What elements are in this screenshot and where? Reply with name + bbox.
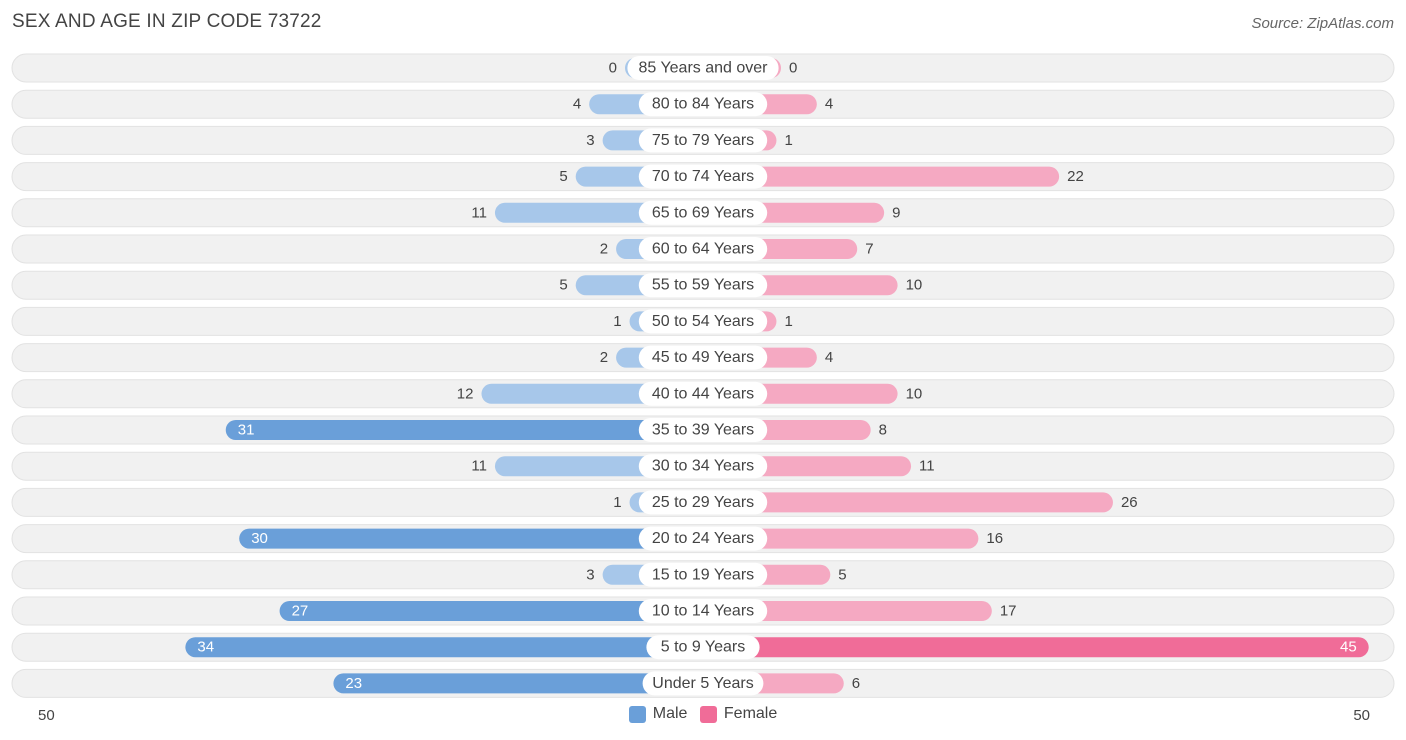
female-bar xyxy=(703,492,1113,513)
male-value-label: 3 xyxy=(586,566,594,583)
category-pill xyxy=(638,454,768,479)
category-pill xyxy=(638,273,768,298)
category-label: 50 to 54 Years xyxy=(652,313,754,330)
female-swatch xyxy=(699,705,717,723)
category-pill xyxy=(638,200,768,225)
legend-male-label: Male xyxy=(652,705,688,722)
male-value-label: 11 xyxy=(471,458,487,475)
female-value-label: 10 xyxy=(906,277,923,294)
category-pill xyxy=(638,599,768,623)
male-value-label: 11 xyxy=(471,204,487,221)
female-bar xyxy=(703,166,1060,187)
female-value-label: 11 xyxy=(919,458,935,475)
category-pill xyxy=(638,562,768,587)
male-bar xyxy=(239,528,703,549)
male-value-label: 30 xyxy=(251,530,268,547)
chart-title: SEX AND AGE IN ZIP CODE 73722 xyxy=(12,11,322,32)
male-value-label: 23 xyxy=(345,675,362,692)
female-bar xyxy=(703,637,1369,658)
female-bar xyxy=(703,601,992,621)
female-value-label: 7 xyxy=(865,241,873,258)
female-value-label: 17 xyxy=(1000,603,1017,620)
category-label: 20 to 24 Years xyxy=(652,530,754,547)
male-value-label: 2 xyxy=(600,241,608,258)
category-pill xyxy=(638,237,768,261)
male-value-label: 31 xyxy=(238,422,255,439)
category-label: 15 to 19 Years xyxy=(652,566,754,583)
male-bar xyxy=(333,673,703,694)
female-value-label: 5 xyxy=(838,566,846,583)
male-bar xyxy=(185,637,704,658)
category-label: 75 to 79 Years xyxy=(652,132,754,149)
category-label: 45 to 49 Years xyxy=(652,349,754,366)
category-pill xyxy=(638,92,768,117)
category-label: 5 to 9 Years xyxy=(661,639,746,656)
male-value-label: 27 xyxy=(292,603,309,620)
category-label: 35 to 39 Years xyxy=(652,422,754,439)
category-label: 60 to 64 Years xyxy=(652,241,754,258)
category-pill xyxy=(638,526,768,551)
female-value-label: 4 xyxy=(825,349,833,366)
female-value-label: 16 xyxy=(986,530,1003,547)
category-pill xyxy=(638,309,768,334)
male-bar xyxy=(225,420,704,440)
male-value-label: 1 xyxy=(613,494,621,511)
category-pill xyxy=(638,418,768,442)
male-value-label: 5 xyxy=(559,277,567,294)
category-pill xyxy=(638,381,768,406)
female-value-label: 45 xyxy=(1340,639,1357,656)
female-value-label: 0 xyxy=(789,60,797,77)
category-label: 30 to 34 Years xyxy=(652,458,754,475)
female-value-label: 9 xyxy=(892,204,900,221)
male-value-label: 1 xyxy=(613,313,621,330)
legend-female-label: Female xyxy=(723,705,778,722)
male-swatch xyxy=(628,705,646,723)
category-label: 25 to 29 Years xyxy=(652,494,754,511)
chart-source: Source: ZipAtlas.com xyxy=(1251,15,1394,32)
legend-item-male: Male xyxy=(628,705,688,723)
male-value-label: 0 xyxy=(609,60,617,77)
legend-item-female: Female xyxy=(699,705,778,723)
category-label: 80 to 84 Years xyxy=(652,96,754,113)
category-label: 85 Years and over xyxy=(639,60,769,77)
category-label: 55 to 59 Years xyxy=(652,277,754,294)
male-value-label: 12 xyxy=(457,385,474,402)
category-label: 10 to 14 Years xyxy=(652,603,754,620)
category-pill xyxy=(638,490,768,515)
male-value-label: 2 xyxy=(600,349,608,366)
female-value-label: 26 xyxy=(1121,494,1138,511)
legend: Male Female xyxy=(0,705,1406,728)
female-value-label: 8 xyxy=(879,422,887,439)
category-pill xyxy=(646,635,760,660)
category-pill xyxy=(638,345,768,370)
axis-right-label: 50 xyxy=(1353,707,1370,724)
male-value-label: 3 xyxy=(586,132,594,149)
category-pill xyxy=(642,671,764,696)
female-value-label: 1 xyxy=(784,313,792,330)
category-pill xyxy=(638,128,768,153)
male-value-label: 5 xyxy=(559,168,567,185)
female-value-label: 4 xyxy=(825,96,833,113)
category-label: Under 5 Years xyxy=(652,675,753,692)
category-label: 40 to 44 Years xyxy=(652,385,754,402)
male-bar xyxy=(279,601,703,621)
female-bar xyxy=(703,528,979,549)
category-label: 70 to 74 Years xyxy=(652,168,754,185)
female-value-label: 22 xyxy=(1067,168,1084,185)
female-value-label: 6 xyxy=(852,675,860,692)
axis-left-label: 50 xyxy=(38,707,55,724)
female-value-label: 1 xyxy=(784,132,792,149)
category-label: 65 to 69 Years xyxy=(652,204,754,221)
female-value-label: 10 xyxy=(906,385,923,402)
category-pill xyxy=(627,56,779,80)
male-value-label: 4 xyxy=(573,96,581,113)
male-value-label: 34 xyxy=(197,639,214,656)
category-pill xyxy=(638,164,768,189)
